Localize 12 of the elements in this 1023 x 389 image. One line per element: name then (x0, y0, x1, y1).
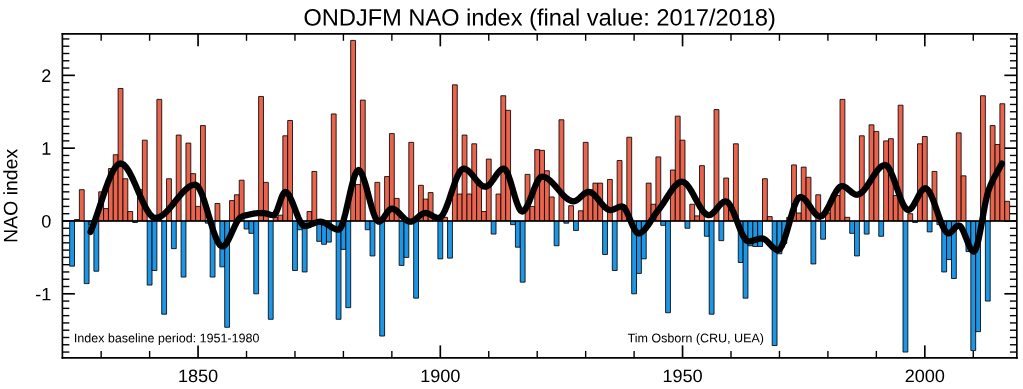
x-tick-label: 1900 (421, 369, 460, 383)
annotation: Index baseline period: 1951-1980 (75, 333, 259, 345)
y-tick-label: 2 (42, 69, 51, 82)
y-axis-title: NAO index (3, 149, 18, 242)
x-tick-label: 1950 (663, 369, 702, 383)
chart-title: ONDJFM NAO index (final value: 2017/2018) (304, 8, 775, 31)
annotation: Tim Osborn (CRU, UEA) (627, 333, 764, 345)
y-tick-label: 1 (42, 142, 51, 155)
x-tick-label: 2000 (905, 369, 945, 383)
x-tick-label: 1850 (179, 369, 218, 383)
y-tick-label: 0 (41, 214, 51, 228)
y-tick-label: -1 (36, 287, 51, 301)
